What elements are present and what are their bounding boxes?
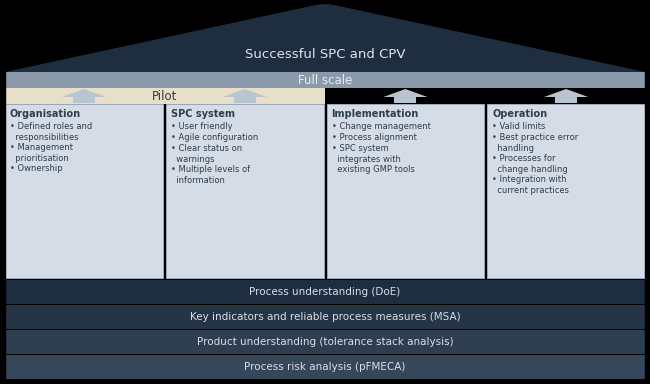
- Text: • Processes for
  change handling: • Processes for change handling: [492, 154, 568, 174]
- Polygon shape: [544, 89, 588, 97]
- Bar: [5, 104, 162, 278]
- Text: • Management
  prioritisation: • Management prioritisation: [10, 143, 73, 163]
- Text: Implementation: Implementation: [332, 109, 419, 119]
- Text: • Defined roles and
  responsibilities: • Defined roles and responsibilities: [10, 122, 92, 142]
- Bar: [5, 330, 645, 354]
- Bar: [5, 280, 645, 304]
- Text: Pilot: Pilot: [152, 89, 177, 103]
- Text: Process understanding (DoE): Process understanding (DoE): [250, 287, 400, 297]
- Text: • Best practice error
  handling: • Best practice error handling: [492, 133, 578, 153]
- Bar: [395, 97, 417, 103]
- Bar: [555, 97, 577, 103]
- Bar: [326, 104, 484, 278]
- Bar: [5, 305, 645, 329]
- Bar: [5, 72, 645, 88]
- Bar: [166, 104, 324, 278]
- Polygon shape: [222, 89, 266, 97]
- Text: Full scale: Full scale: [298, 73, 352, 86]
- Polygon shape: [5, 3, 645, 72]
- Text: • Valid limits: • Valid limits: [492, 122, 545, 131]
- Text: • Clear status on
  warnings: • Clear status on warnings: [171, 144, 242, 164]
- Polygon shape: [62, 89, 106, 97]
- Text: Organisation: Organisation: [10, 109, 81, 119]
- Bar: [5, 355, 645, 379]
- Text: • Ownership: • Ownership: [10, 164, 62, 173]
- Text: Operation: Operation: [492, 109, 547, 119]
- Text: • Agile configuration: • Agile configuration: [171, 133, 258, 142]
- Text: Product understanding (tolerance stack analysis): Product understanding (tolerance stack a…: [197, 337, 453, 347]
- Text: SPC system: SPC system: [171, 109, 235, 119]
- Bar: [5, 88, 325, 104]
- Polygon shape: [384, 89, 428, 97]
- Text: Successful SPC and CPV: Successful SPC and CPV: [245, 48, 405, 61]
- Text: • SPC system
  integrates with
  existing GMP tools: • SPC system integrates with existing GM…: [332, 144, 415, 174]
- Bar: [488, 104, 645, 278]
- Text: • Process alignment: • Process alignment: [332, 133, 417, 142]
- Bar: [73, 97, 95, 103]
- Text: • Change management: • Change management: [332, 122, 430, 131]
- Bar: [233, 97, 255, 103]
- Text: • Integration with
  current practices: • Integration with current practices: [492, 175, 569, 195]
- Text: Key indicators and reliable process measures (MSA): Key indicators and reliable process meas…: [190, 312, 460, 322]
- Text: • User friendly: • User friendly: [171, 122, 233, 131]
- Text: • Multiple levels of
  information: • Multiple levels of information: [171, 165, 250, 185]
- Text: Process risk analysis (pFMECA): Process risk analysis (pFMECA): [244, 362, 406, 372]
